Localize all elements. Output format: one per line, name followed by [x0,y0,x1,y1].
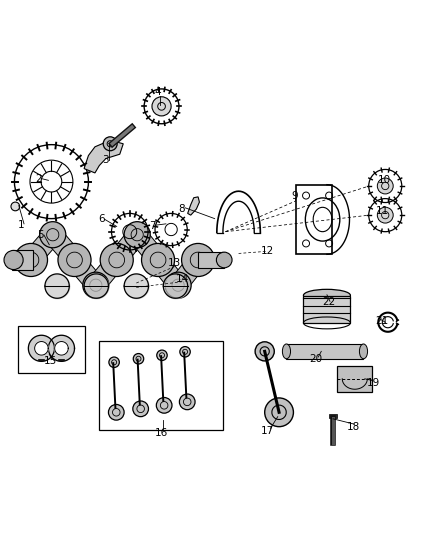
Polygon shape [88,254,124,292]
Ellipse shape [109,357,119,367]
Ellipse shape [124,222,150,248]
Polygon shape [84,140,123,173]
Ellipse shape [265,398,293,426]
Polygon shape [67,254,103,292]
Ellipse shape [152,97,171,116]
Text: 14: 14 [175,273,189,284]
Ellipse shape [377,207,393,223]
Ellipse shape [133,353,144,364]
FancyBboxPatch shape [99,341,223,430]
Text: 19: 19 [367,378,380,388]
Polygon shape [24,229,60,266]
Ellipse shape [14,244,47,277]
Ellipse shape [180,346,190,357]
Text: 9: 9 [292,191,298,201]
Bar [12,251,33,270]
Polygon shape [187,197,199,215]
Text: 1: 1 [18,220,24,230]
Ellipse shape [360,344,367,359]
Polygon shape [46,229,82,266]
Ellipse shape [283,344,290,359]
Text: 5: 5 [37,230,44,240]
Bar [304,296,350,323]
Text: 3: 3 [102,155,109,165]
Ellipse shape [157,350,167,360]
Text: 16: 16 [155,428,168,438]
Ellipse shape [100,244,133,277]
Ellipse shape [180,394,195,410]
Bar [286,344,364,359]
Text: 18: 18 [347,422,360,432]
Polygon shape [35,342,48,355]
FancyBboxPatch shape [18,326,85,373]
Bar [329,414,337,418]
Text: 6: 6 [98,214,105,224]
Ellipse shape [165,272,191,298]
Polygon shape [49,335,74,361]
Ellipse shape [58,244,91,277]
Bar [337,366,372,392]
Ellipse shape [141,244,175,277]
Polygon shape [28,335,54,361]
Ellipse shape [40,222,66,248]
Text: 15: 15 [43,357,57,366]
Ellipse shape [304,289,350,302]
Text: 21: 21 [375,316,389,326]
Ellipse shape [4,251,23,270]
Text: 17: 17 [261,426,274,436]
Text: 22: 22 [322,297,336,307]
Polygon shape [130,229,166,266]
Polygon shape [170,254,205,291]
Text: 20: 20 [309,354,322,364]
Polygon shape [55,342,68,355]
Text: 4: 4 [155,87,161,98]
Ellipse shape [103,137,117,151]
Ellipse shape [216,252,232,268]
Polygon shape [151,254,186,291]
Ellipse shape [182,244,215,277]
Ellipse shape [83,272,109,298]
Bar [198,252,224,268]
Ellipse shape [255,342,274,361]
Text: 7: 7 [149,221,156,231]
Ellipse shape [156,398,172,413]
Ellipse shape [11,202,20,211]
Text: 8: 8 [179,204,185,214]
Text: 12: 12 [261,246,274,256]
Ellipse shape [377,178,393,194]
Ellipse shape [133,401,148,417]
Text: 11: 11 [375,206,389,216]
Ellipse shape [109,405,124,420]
Text: 2: 2 [35,174,42,184]
Text: 13: 13 [168,259,181,269]
Polygon shape [110,229,145,266]
Text: 10: 10 [378,175,391,185]
